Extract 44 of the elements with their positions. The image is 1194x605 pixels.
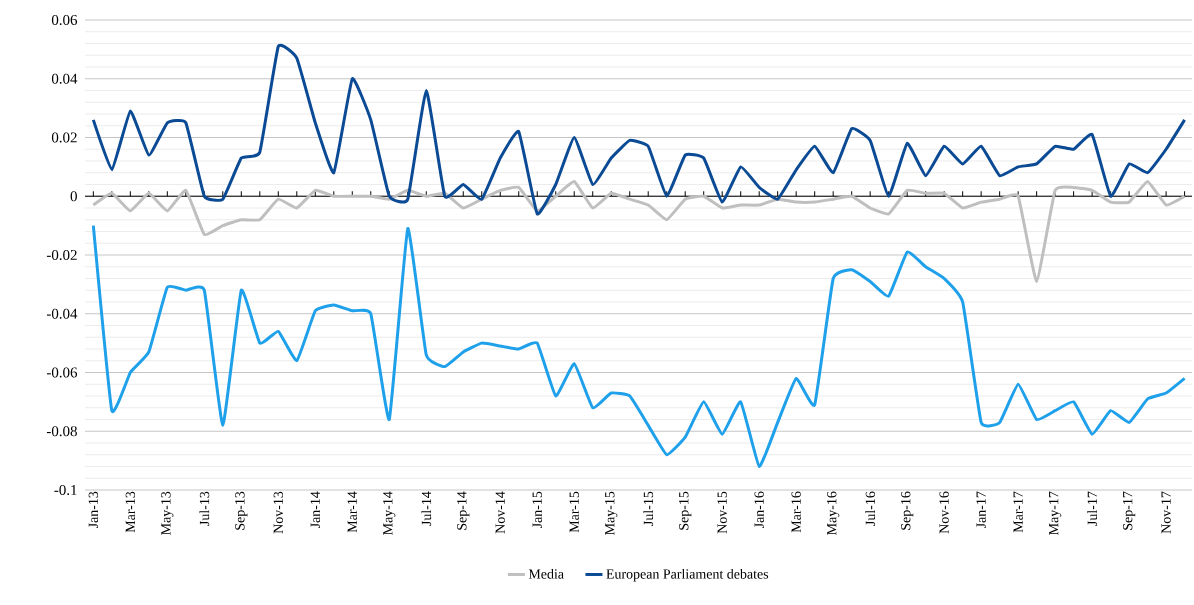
x-tick-label: May-14 xyxy=(383,491,396,535)
y-tick-label: 0.02 xyxy=(51,132,77,143)
y-tick-label: -0.06 xyxy=(46,367,78,378)
x-tick-label: May-17 xyxy=(1049,491,1062,535)
y-tick-label: 0.04 xyxy=(51,73,78,84)
x-tick-label: Jul-17 xyxy=(1087,491,1098,526)
x-tick-label: Sep-14 xyxy=(457,491,470,530)
x-tick-label: Jan-14 xyxy=(310,491,320,529)
line-series xyxy=(91,180,1187,283)
y-tick-label: -0.08 xyxy=(46,426,77,437)
y-tick-label: -0.02 xyxy=(46,249,77,261)
x-tick-label: Jul-15 xyxy=(643,491,654,526)
x-tick-label: Jan-13 xyxy=(88,491,99,529)
x-tick-label: Nov-13 xyxy=(273,491,283,534)
x-tick-label: Mar-15 xyxy=(569,491,579,533)
x-tick-label: Nov-17 xyxy=(1161,491,1171,534)
x-tick-label: Jul-16 xyxy=(865,491,876,526)
x-tick-label: Mar-14 xyxy=(347,491,357,533)
x-tick-label: Jan-16 xyxy=(754,491,764,529)
x-tick-label: Sep-13 xyxy=(235,491,248,530)
y-tick-label: -0.1 xyxy=(54,484,77,496)
x-tick-label: Jul-14 xyxy=(421,491,432,526)
x-tick-label: Mar-13 xyxy=(125,491,136,533)
y-tick-label: 0.06 xyxy=(51,14,78,26)
x-tick-label: May-15 xyxy=(605,491,618,535)
x-tick-label: Sep-15 xyxy=(679,491,692,530)
x-tick-label: Jan-17 xyxy=(976,491,986,529)
x-tick-label: Jan-15 xyxy=(532,491,542,529)
x-tick-label: Jul-13 xyxy=(199,491,210,526)
y-tick-label: 0 xyxy=(70,191,77,202)
x-tick-label: Mar-16 xyxy=(791,491,801,533)
x-tick-label: May-13 xyxy=(161,491,174,535)
x-tick-label: May-16 xyxy=(827,491,840,535)
x-tick-label: Sep-16 xyxy=(901,491,914,530)
legend-label: European Parliament debates xyxy=(606,568,769,582)
x-tick-label: Sep-17 xyxy=(1123,491,1136,530)
x-tick-label: Nov-16 xyxy=(939,491,949,534)
y-tick-label: -0.04 xyxy=(46,308,78,319)
line-series xyxy=(91,224,1187,468)
legend-label: Media xyxy=(528,568,564,579)
line-series xyxy=(91,44,1187,216)
x-tick-label: Mar-17 xyxy=(1013,491,1023,533)
x-tick-label: Nov-15 xyxy=(717,491,727,534)
x-tick-label: Nov-14 xyxy=(495,491,505,534)
